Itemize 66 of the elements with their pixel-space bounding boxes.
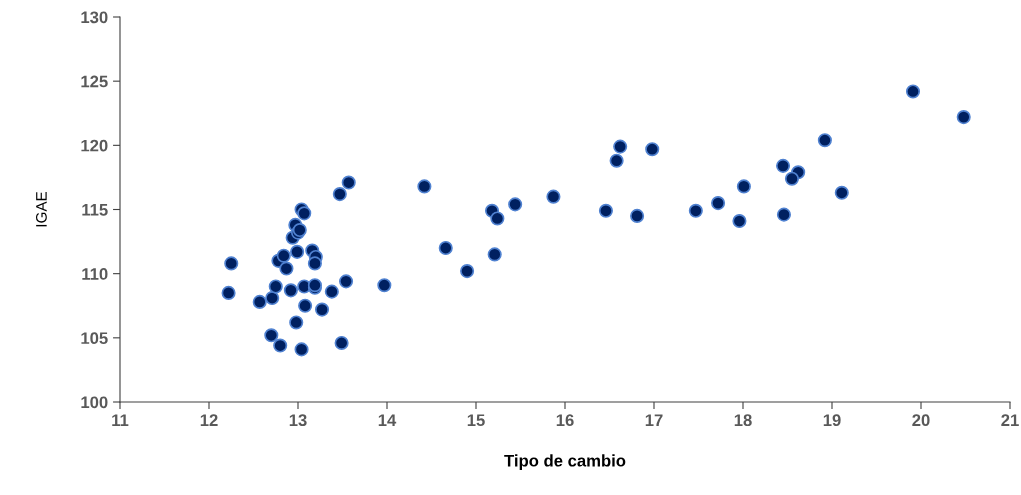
point (417, 179, 432, 194)
point (324, 284, 339, 299)
point (298, 298, 313, 313)
point (297, 206, 312, 221)
point (294, 342, 309, 357)
point (956, 110, 971, 125)
x-tick-label: 16 (556, 414, 574, 427)
point (905, 84, 921, 99)
point (609, 153, 624, 168)
y-tick-label: 120 (81, 139, 108, 152)
point (307, 256, 322, 271)
point (268, 279, 283, 294)
x-tick-label: 21 (1001, 414, 1019, 426)
point (490, 211, 505, 226)
y-tick-label: 100 (81, 396, 108, 409)
y-tick-label: 110 (82, 268, 108, 280)
x-tick-label: 18 (734, 414, 752, 427)
point (508, 197, 523, 212)
point (776, 158, 791, 173)
x-tick-label: 14 (378, 414, 397, 426)
point (732, 214, 747, 229)
point (487, 247, 502, 262)
point (289, 315, 304, 330)
point (736, 179, 751, 194)
point (283, 283, 298, 298)
point (598, 203, 613, 218)
x-tick-label: 19 (823, 414, 841, 427)
point (630, 208, 645, 223)
x-axis-title: Tipo de cambio (504, 454, 626, 470)
point (276, 248, 291, 263)
x-tick-label: 20 (912, 414, 930, 427)
point (224, 256, 239, 271)
point (613, 139, 628, 154)
x-tick-label: 11 (112, 414, 129, 426)
point (273, 338, 288, 353)
y-tick-label: 115 (82, 204, 108, 216)
x-tick-label: 12 (200, 414, 218, 426)
point (341, 175, 356, 190)
point (817, 133, 832, 148)
point (314, 302, 330, 317)
point (290, 244, 305, 259)
point (252, 294, 267, 309)
x-tick-label: 13 (289, 414, 307, 427)
point (438, 240, 453, 256)
point (264, 328, 279, 343)
x-tick-label: 15 (467, 414, 485, 427)
point (784, 171, 799, 186)
point (265, 291, 280, 306)
point (221, 285, 236, 300)
point (377, 278, 392, 293)
point (834, 185, 849, 200)
x-tick-label: 17 (645, 414, 663, 426)
y-tick-label: 105 (81, 332, 108, 345)
point (339, 274, 354, 289)
point (279, 261, 294, 276)
point (645, 142, 660, 157)
y-tick-label: 125 (81, 75, 108, 88)
point (688, 203, 703, 218)
y-tick-label: 130 (81, 11, 108, 24)
point (332, 187, 347, 202)
y-axis-title: IGAE (36, 191, 47, 227)
point (776, 207, 791, 222)
point (546, 189, 561, 204)
point (334, 335, 349, 351)
point (460, 264, 475, 279)
point (711, 196, 726, 211)
